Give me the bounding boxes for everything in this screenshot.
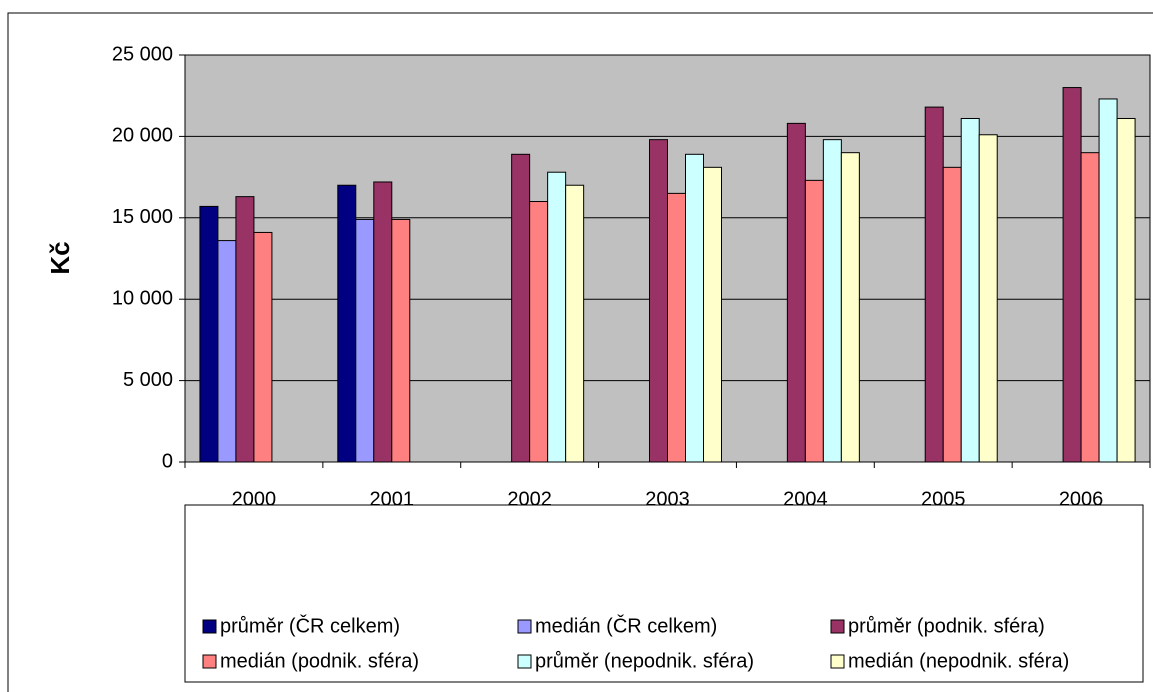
bar bbox=[511, 153, 531, 463]
legend-label: medián (nepodnik. sféra) bbox=[848, 650, 1069, 672]
bar bbox=[391, 218, 411, 463]
legend-swatch bbox=[517, 654, 532, 669]
y-axis-title: Kč bbox=[45, 241, 75, 274]
bar bbox=[786, 122, 806, 463]
bar bbox=[565, 184, 585, 463]
bar bbox=[547, 171, 567, 463]
bar bbox=[924, 106, 944, 463]
bar bbox=[978, 134, 998, 463]
legend-label: medián (ČR celkem) bbox=[535, 614, 717, 637]
y-tick-label: 25 000 bbox=[112, 43, 173, 65]
y-tick-label: 0 bbox=[162, 450, 173, 472]
legend-swatch bbox=[202, 619, 217, 634]
bar bbox=[373, 181, 393, 463]
bar bbox=[649, 139, 668, 463]
legend-label: průměr (podnik. sféra) bbox=[848, 615, 1045, 637]
bar bbox=[1116, 117, 1136, 463]
bar bbox=[703, 166, 722, 463]
bar bbox=[217, 240, 237, 463]
bar bbox=[822, 139, 842, 463]
bar bbox=[199, 205, 219, 463]
legend-label: medián (podnik. sféra) bbox=[220, 650, 419, 672]
legend-label: průměr (ČR celkem) bbox=[220, 614, 400, 637]
y-tick-label: 20 000 bbox=[112, 125, 173, 147]
bar bbox=[667, 192, 686, 463]
bar bbox=[685, 153, 704, 463]
y-tick-label: 15 000 bbox=[112, 206, 173, 228]
bar bbox=[355, 218, 375, 463]
legend-swatch bbox=[202, 654, 217, 669]
bar bbox=[942, 166, 962, 463]
bar bbox=[1080, 152, 1100, 463]
bar bbox=[253, 231, 273, 463]
bar bbox=[804, 179, 824, 463]
y-tick-label: 10 000 bbox=[112, 287, 173, 309]
legend-label: průměr (nepodnik. sféra) bbox=[535, 650, 754, 672]
bar bbox=[529, 201, 549, 463]
legend-swatch bbox=[830, 619, 845, 634]
legend-swatch bbox=[830, 654, 845, 669]
bar bbox=[1062, 87, 1082, 463]
bar bbox=[235, 196, 255, 463]
y-tick-label: 5 000 bbox=[123, 369, 173, 391]
legend-swatch bbox=[517, 619, 532, 634]
legend-box bbox=[184, 504, 1144, 683]
bar bbox=[840, 152, 860, 463]
bar bbox=[960, 117, 980, 463]
bar bbox=[1098, 98, 1118, 463]
bar bbox=[337, 184, 357, 463]
